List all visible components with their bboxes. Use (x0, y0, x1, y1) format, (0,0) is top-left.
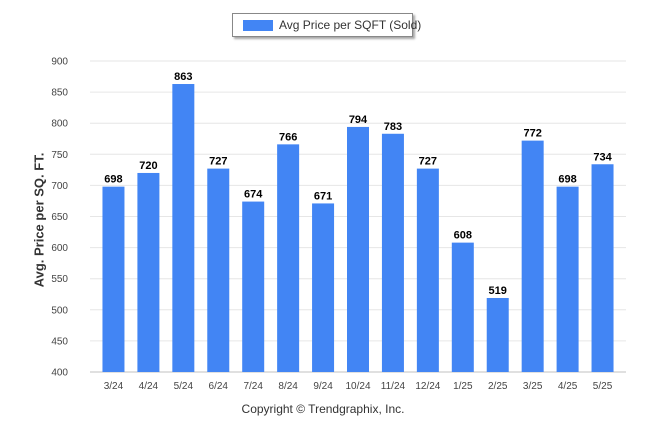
data-label: 734 (593, 151, 612, 163)
x-tick-label: 8/24 (278, 381, 298, 392)
bar[interactable] (451, 242, 474, 372)
bar[interactable] (102, 186, 125, 372)
data-label: 794 (349, 114, 368, 126)
x-tick-label: 10/24 (345, 381, 370, 392)
y-tick-label: 500 (51, 305, 68, 316)
bar[interactable] (381, 133, 404, 372)
bar[interactable] (172, 84, 195, 372)
y-tick-label: 600 (51, 243, 68, 254)
y-tick-label: 800 (51, 119, 68, 130)
data-label: 720 (139, 160, 157, 172)
data-label: 674 (244, 189, 263, 201)
y-tick-label: 850 (51, 88, 68, 99)
y-tick-label: 700 (51, 181, 68, 192)
legend-swatch (243, 20, 273, 31)
bar[interactable] (207, 168, 230, 372)
bar[interactable] (312, 203, 335, 372)
legend[interactable]: Avg Price per SQFT (Sold) (232, 13, 421, 37)
x-tick-label: 2/25 (488, 381, 508, 392)
x-tick-label: 3/25 (523, 381, 543, 392)
y-tick-label: 450 (51, 336, 68, 347)
data-label: 698 (558, 174, 576, 186)
data-label: 671 (314, 190, 332, 202)
bar[interactable] (591, 164, 614, 372)
x-tick-label: 11/24 (381, 381, 406, 392)
x-tick-label: 1/25 (453, 381, 473, 392)
bar[interactable] (486, 297, 509, 372)
x-axis-ticks: 3/24 4/24 5/24 6/24 7/24 8/24 9/24 10/24 11/24 12… (104, 381, 613, 392)
data-label: 772 (523, 128, 541, 140)
data-label: 698 (104, 174, 122, 186)
x-tick-label: 5/24 (174, 381, 194, 392)
data-label: 783 (384, 121, 402, 133)
data-label: 863 (174, 71, 192, 83)
x-tick-label: 7/24 (243, 381, 263, 392)
x-tick-label: 9/24 (313, 381, 333, 392)
legend-label: Avg Price per SQFT (Sold) (279, 18, 422, 32)
bar[interactable] (347, 126, 369, 372)
bar[interactable] (556, 186, 579, 372)
data-label: 766 (279, 131, 297, 143)
x-tick-label: 12/24 (415, 381, 440, 392)
y-tick-label: 650 (51, 212, 68, 223)
y-axis-title: Avg. Price per SQ. FT. (31, 152, 47, 288)
x-tick-label: 4/25 (558, 381, 578, 392)
data-label: 608 (454, 230, 472, 242)
x-tick-label: 3/24 (104, 381, 124, 392)
copyright-text: Copyright © Trendgraphix, Inc. (241, 402, 405, 416)
data-label: 519 (489, 285, 507, 297)
data-label: 727 (209, 156, 227, 168)
data-labels: 698 720 863 727 674 766 671 794 783 727 608 519 772 6… (104, 71, 612, 297)
bar[interactable] (416, 168, 439, 372)
y-tick-label: 900 (51, 57, 68, 68)
bars (102, 84, 614, 372)
bar[interactable] (242, 201, 265, 372)
x-tick-label: 6/24 (209, 381, 229, 392)
bar[interactable] (137, 172, 160, 372)
bar[interactable] (277, 144, 300, 372)
bar[interactable] (521, 140, 544, 372)
y-tick-label: 750 (51, 150, 68, 161)
y-axis-ticks: 400 450 500 550 600 650 700 750 800 850 900 (51, 57, 68, 379)
y-tick-label: 400 (51, 368, 68, 379)
data-label: 727 (419, 156, 437, 168)
x-tick-label: 5/25 (593, 381, 613, 392)
y-tick-label: 550 (51, 274, 68, 285)
x-tick-label: 4/24 (139, 381, 159, 392)
